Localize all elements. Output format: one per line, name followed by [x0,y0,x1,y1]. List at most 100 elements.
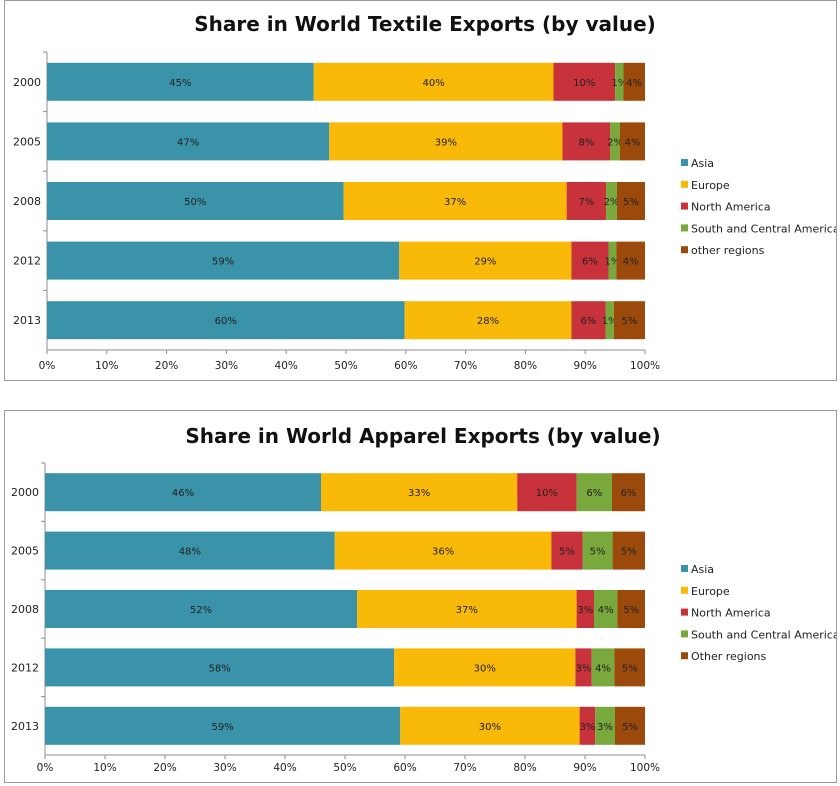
textile-x-tick-label: 70% [454,360,477,372]
textile-data-label: 7% [578,197,594,208]
textile-x-tick-label: 100% [630,360,660,372]
textile-legend-label: other regions [691,244,765,257]
apparel-data-label: 6% [586,488,602,499]
apparel-data-label: 5% [622,722,638,733]
apparel-bar-south-and-central-america [594,590,618,628]
textile-legend-label: North America [691,201,771,214]
textile-data-label: 6% [582,257,598,268]
apparel-bar-other-regions [612,473,645,512]
textile-x-tick-label: 60% [394,360,417,372]
apparel-x-tick-label: 100% [630,762,660,774]
textile-data-label: 40% [422,78,444,89]
textile-legend-label: Europe [691,179,730,192]
textile-legend-swatch [681,202,688,210]
apparel-x-tick-label: 90% [573,762,596,774]
apparel-legend-swatch [681,586,688,594]
textile-bar-north-america [553,62,616,101]
apparel-bar-north-america [579,706,596,745]
textile-x-tick-label: 40% [275,360,298,372]
apparel-legend-swatch [681,630,688,638]
apparel-x-tick-label: 80% [513,762,536,774]
apparel-legend-swatch [681,565,688,572]
textile-x-tick-label: 50% [334,360,357,372]
apparel-x-tick-label: 60% [393,762,416,774]
textile-data-label: 4% [623,257,639,268]
apparel-chart-panel: Share in World Apparel Exports (by value… [4,410,837,783]
apparel-data-label: 30% [479,722,501,733]
apparel-legend-swatch [681,608,688,616]
apparel-data-label: 36% [432,547,454,558]
textile-data-label: 1% [602,316,618,327]
apparel-data-label: 5% [559,547,575,558]
apparel-x-tick-label: 20% [153,762,176,774]
apparel-legend-swatch [681,652,688,660]
textile-bar-north-america [566,182,607,220]
apparel-bar-asia [45,706,401,745]
textile-x-tick-label: 30% [215,360,238,372]
textile-bar-south-and-central-america [610,122,620,161]
apparel-category-label: 2012 [11,661,39,674]
textile-chart: Share in World Textile Exports (by value… [13,12,836,372]
apparel-data-label: 30% [474,663,496,674]
apparel-data-label: 3% [579,722,595,733]
textile-data-label: 5% [623,197,639,208]
apparel-x-tick-label: 40% [273,762,296,774]
apparel-category-label: 2013 [11,720,39,733]
apparel-legend-label: Other regions [691,650,767,663]
apparel-bar-other-regions [617,590,645,628]
textile-data-label: 28% [477,316,499,327]
textile-bar-north-america [562,122,611,161]
apparel-data-label: 59% [211,722,233,733]
textile-bar-other-regions [623,62,645,101]
apparel-x-tick-label: 70% [453,762,476,774]
textile-data-label: 2% [604,197,620,208]
apparel-legend-label: Asia [691,563,714,576]
textile-bar-north-america [571,241,609,280]
apparel-data-label: 4% [595,663,611,674]
textile-chart-title: Share in World Textile Exports (by value… [194,12,656,36]
apparel-legend-label: South and Central America [691,628,836,641]
textile-bar-asia [47,122,330,161]
textile-data-label: 39% [435,137,457,148]
apparel-data-label: 33% [408,488,430,499]
apparel-bar-europe [400,706,580,745]
apparel-data-label: 5% [590,547,606,558]
textile-data-label: 6% [581,316,597,327]
textile-bar-europe [404,301,572,340]
apparel-x-tick-label: 50% [333,762,356,774]
apparel-x-tick-label: 10% [93,762,116,774]
apparel-data-label: 52% [190,605,212,616]
textile-bar-north-america [571,301,606,340]
textile-data-label: 1% [604,257,620,268]
apparel-bar-other-regions [612,531,645,570]
apparel-data-label: 5% [622,663,638,674]
textile-data-label: 47% [177,137,199,148]
textile-x-tick-label: 0% [39,360,56,372]
textile-data-label: 4% [626,78,642,89]
textile-data-label: 1% [611,78,627,89]
apparel-bar-asia [45,590,357,628]
apparel-x-tick-label: 30% [213,762,236,774]
apparel-bar-south-and-central-america [591,648,615,687]
textile-legend-swatch [681,180,688,188]
textile-bar-other-regions [616,182,645,220]
apparel-bar-south-and-central-america [576,473,612,512]
textile-legend-label: South and Central America [691,222,836,235]
textile-bar-other-regions [619,122,645,161]
apparel-data-label: 10% [536,488,558,499]
apparel-bar-asia [45,473,321,512]
textile-bar-south-and-central-america [608,241,617,280]
textile-data-label: 59% [212,257,234,268]
textile-x-tick-label: 80% [514,360,537,372]
textile-bar-asia [47,62,314,101]
apparel-x-tick-label: 0% [37,762,54,774]
textile-data-label: 10% [573,78,595,89]
textile-category-label: 2013 [13,314,41,327]
apparel-legend-label: Europe [691,585,730,598]
textile-x-tick-label: 20% [155,360,178,372]
apparel-bar-north-america [576,590,594,628]
textile-bar-south-and-central-america [615,62,624,101]
textile-x-tick-label: 10% [95,360,118,372]
apparel-bar-asia [45,648,395,687]
apparel-legend-label: North America [691,607,771,620]
